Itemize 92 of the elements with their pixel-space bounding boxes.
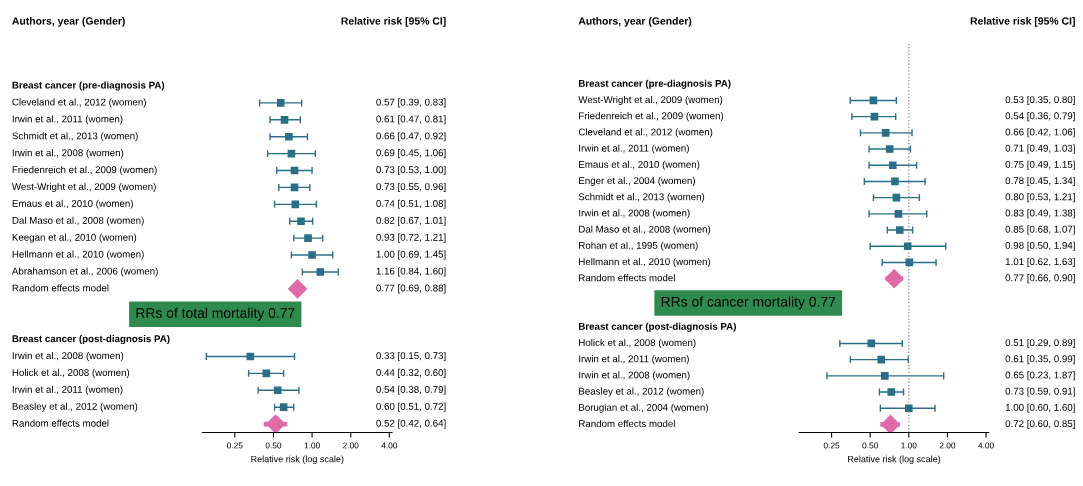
data-label: 0.73 [0.53, 1.00] (376, 165, 446, 176)
y-tick-label: Dal Maso et al., 2008 (women) (579, 225, 711, 235)
data-label: 0.53 [0.35, 0.80] (1005, 95, 1075, 105)
data-label: 0.77 [0.69, 0.88] (376, 284, 446, 294)
y-tick-label: Schmidt et al., 2013 (women) (578, 193, 705, 203)
y-tick-label: Dal Maso et al., 2008 (women) (12, 216, 144, 226)
data-label: 0.82 [0.67, 1.01] (376, 216, 446, 226)
data-label: 0.72 [0.60, 0.85] (1005, 419, 1075, 429)
y-tick-label: Irwin et al., 2008 (women) (12, 149, 124, 159)
y-tick-label: Breast cancer (post-diagnosis PA) (578, 322, 736, 332)
y-tick-label: Irwin et al., 2008 (women) (579, 209, 690, 219)
data-label: 0.93 [0.72, 1.21] (376, 233, 446, 243)
data-label: 0.66 [0.42, 1.06] (1005, 128, 1075, 138)
y-tick-label: Cleveland et al., 2012 (women) (12, 98, 146, 108)
x-tick-label: 0.50 (265, 442, 282, 449)
y-tick-label: Irwin et al., 2011 (women) (579, 144, 689, 154)
y-tick-label: Hellmann et al., 2010 (women) (12, 250, 144, 260)
data-label: 1.00 [0.60, 1.60] (1005, 403, 1075, 413)
y-tick-label: Abrahamson et al., 2006 (women) (11, 267, 158, 277)
y-tick-label: Holick et al., 2008 (women) (12, 368, 130, 378)
x-tick-label: 2.00 (939, 442, 956, 449)
data-label: 0.78 [0.45, 1.34] (1005, 176, 1075, 186)
y-tick-label: Friedenreich et al., 2009 (women) (579, 112, 724, 122)
y-tick-label: Random effects model (579, 274, 675, 282)
data-label: 0.44 [0.32, 0.60] (376, 368, 446, 378)
y-tick-label: Random effects model (12, 284, 109, 292)
data-label: 0.66 [0.47, 0.92] (376, 132, 446, 142)
x-tick-label: 0.25 (227, 442, 243, 449)
data-label: 0.61 [0.35, 0.99] (1005, 355, 1075, 365)
y-tick-label: Irwin et al., 2008 (women) (579, 371, 690, 381)
y-axis-title: Authors, year (Gender) (12, 17, 125, 27)
y-tick-label: Keegan et al., 2010 (women) (12, 233, 137, 243)
data-label: 0.61 [0.47, 0.81] (376, 115, 446, 125)
data-label: 0.33 [0.15, 0.73] (376, 351, 446, 361)
x-tick-label: 4.00 (381, 442, 398, 449)
y-tick-label: Cleveland et al., 2012 (women) (578, 128, 713, 138)
data-label: 0.69 [0.45, 1.06] (376, 149, 446, 159)
y-tick-label: Random effects model (12, 419, 109, 427)
y2-axis-title: Relative risk [95% CI] (341, 17, 446, 27)
annotation: RRs of total mortality 0.77 (136, 307, 295, 321)
y-axis-title: Authors, year (Gender) (578, 17, 692, 27)
y-tick-label: Emaus et al., 2010 (women) (12, 199, 133, 209)
data-label: 0.57 [0.39, 0.83] (376, 98, 446, 108)
data-label: 0.83 [0.49, 1.38] (1005, 209, 1075, 219)
data-label: 0.98 [0.50, 1.94] (1005, 241, 1075, 251)
x-axis-title: Relative risk (log scale) (251, 455, 344, 464)
data-label: 1.01 [0.62, 1.63] (1005, 257, 1075, 267)
data-label: 0.75 [0.49, 1.15] (1005, 160, 1075, 170)
y-tick-label: Rohan et al., 1995 (women) (579, 241, 698, 251)
x-tick-label: 4.00 (978, 442, 994, 449)
y-tick-label: Schmidt et al., 2013 (women) (12, 132, 138, 142)
y-tick-label: Random effects model (579, 419, 675, 428)
y-tick-label: West-Wright et al., 2009 (women) (578, 95, 723, 105)
data-label: 0.60 [0.51, 0.72] (376, 402, 446, 412)
x-tick-label: 0.50 (862, 442, 878, 449)
y-tick-label: Friedenreich et al., 2009 (women) (12, 165, 157, 176)
x-tick-label: 1.00 (901, 442, 917, 449)
data-label: 0.80 [0.53, 1.21] (1005, 193, 1075, 203)
y-tick-label: Beasley et al., 2012 (women) (579, 387, 704, 397)
y-tick-label: Breast cancer (pre-diagnosis PA) (578, 79, 731, 89)
data-label: 0.65 [0.23, 1.87] (1005, 371, 1075, 381)
y-tick-label: West-Wright et al., 2009 (women) (11, 182, 156, 192)
x-tick-label: 2.00 (343, 442, 359, 449)
y-tick-label: Emaus et al., 2010 (women) (579, 160, 700, 170)
data-label: 0.51 [0.29, 0.89] (1005, 338, 1075, 348)
y-tick-label: Holick et al., 2008 (women) (579, 338, 696, 348)
data-label: 0.85 [0.68, 1.07] (1005, 225, 1075, 235)
y-tick-label: Irwin et al., 2011 (women) (12, 385, 123, 395)
y-tick-label: Irwin et al., 2008 (women) (12, 351, 124, 361)
data-label: 0.54 [0.38, 0.79] (376, 385, 446, 395)
y-tick-label: Enger et al., 2004 (women) (579, 176, 695, 186)
x-tick-label: 0.25 (823, 442, 840, 449)
y-tick-label: Irwin et al., 2011 (women) (12, 115, 123, 125)
data-label: 0.52 [0.42, 0.64] (376, 419, 446, 429)
data-label: 0.73 [0.55, 0.96] (376, 182, 446, 192)
y-tick-label: Breast cancer (post-diagnosis PA) (12, 335, 170, 345)
data-label: 0.77 [0.66, 0.90] (1005, 274, 1075, 284)
y-tick-label: Breast cancer (pre-diagnosis PA) (12, 81, 165, 91)
data-label: 0.54 [0.36, 0.79] (1005, 112, 1075, 122)
data-label: 1.16 [0.84, 1.60] (376, 267, 446, 277)
x-axis-title: Relative risk (log scale) (848, 455, 941, 464)
y-tick-label: Hellmann et al., 2010 (women) (579, 257, 711, 267)
y2-axis-title: Relative risk [95% CI] (970, 17, 1075, 27)
y-tick-label: Borugian et al., 2004 (women) (579, 403, 708, 413)
data-label: 0.74 [0.51, 1.08] (376, 199, 446, 209)
annotation: RRs of cancer mortality 0.77 (661, 296, 836, 310)
data-label: 0.73 [0.59, 0.91] (1005, 387, 1075, 397)
data-label: 0.71 [0.49, 1.03] (1005, 144, 1075, 154)
y-tick-label: Beasley et al., 2012 (women) (12, 402, 138, 412)
x-tick-label: 1.00 (304, 442, 320, 449)
data-label: 1.00 [0.69, 1.45] (376, 250, 446, 260)
y-tick-label: Irwin et al., 2011 (women) (579, 355, 689, 365)
